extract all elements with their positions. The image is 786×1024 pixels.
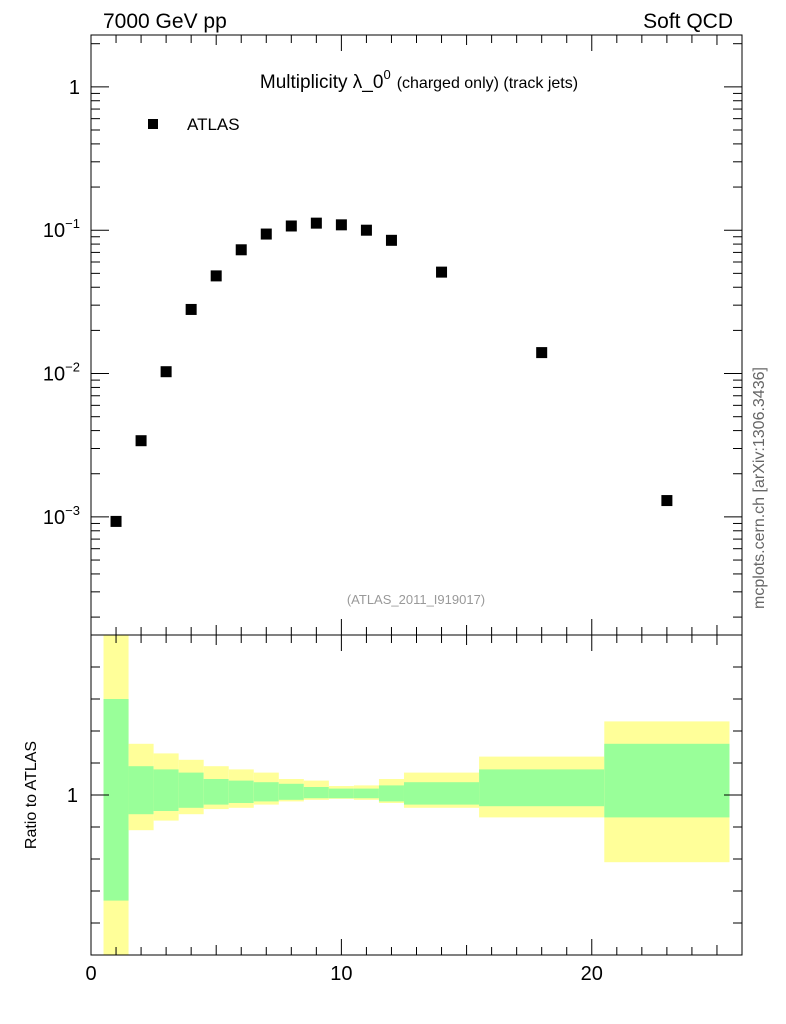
upper-y-tick-label: 1 [69, 77, 80, 99]
header-right-label: Soft QCD [643, 10, 733, 33]
inner-band-bin-13 [403, 782, 480, 805]
side-citation-label: mcplots.cern.ch [arXiv:1306.3436] [751, 367, 768, 609]
header-left-label: 7000 GeV pp [103, 10, 227, 33]
inner-band-bin-4 [178, 772, 204, 808]
ratio-bands [103, 635, 730, 955]
data-point-x6 [235, 244, 247, 256]
inner-band-bin-5 [203, 779, 229, 805]
legend-label-atlas: ATLAS [187, 115, 240, 134]
ratio-y-axis-label: Ratio to ATLAS [23, 741, 40, 849]
data-point-x10 [335, 219, 347, 231]
upper-y-tick-label: 10−3 [43, 503, 80, 529]
x-tick-label: 10 [330, 963, 352, 985]
tick-labels: 110−110−210−310 10 20 [43, 77, 603, 985]
data-point-x8 [285, 220, 297, 232]
chart-title-main: Multiplicity λ_0 [260, 72, 384, 93]
data-point-x9 [310, 217, 322, 229]
data-point-x2 [135, 435, 147, 447]
data-point-x11 [360, 224, 372, 236]
inner-band-bin-6 [228, 780, 254, 803]
data-point-x23 [661, 495, 673, 507]
reference-label: (ATLAS_2011_I919017) [347, 592, 485, 607]
chart-title-suffix: (charged only) (track jets) [397, 75, 578, 92]
legend-marker-atlas [148, 119, 158, 129]
data-point-x18 [536, 347, 548, 359]
chart-title: Multiplicity λ_00 (charged only) (track j… [260, 67, 578, 93]
data-point-x1 [110, 515, 122, 527]
upper-y-tick-label: 10−1 [43, 216, 80, 242]
inner-band-bin-8 [278, 783, 304, 800]
inner-band-bin-1 [103, 699, 129, 901]
x-tick-label: 20 [581, 963, 603, 985]
upper-y-tick-label: 10−2 [43, 360, 80, 386]
inner-band-bin-9 [303, 787, 329, 799]
x-tick-label: 0 [85, 963, 96, 985]
ratio-y-tick-label: 1 [67, 785, 78, 807]
ratio-panel-frame [90, 634, 743, 956]
inner-band-bin-10 [328, 788, 354, 799]
data-points [110, 217, 673, 527]
data-point-x12 [385, 234, 397, 246]
chart-title-superscript: 0 [383, 67, 390, 82]
data-point-x5 [210, 270, 222, 282]
inner-band-bin-7 [253, 782, 279, 802]
inner-band-bin-15 [604, 743, 730, 818]
data-point-x14 [436, 266, 448, 278]
data-point-x4 [185, 303, 197, 315]
inner-band-bin-2 [128, 766, 154, 815]
inner-band-bin-3 [153, 769, 179, 811]
inner-band-bin-14 [479, 769, 605, 807]
data-point-x7 [260, 228, 272, 240]
axis-ticks [90, 35, 742, 956]
data-point-x3 [160, 366, 172, 378]
inner-band-bin-12 [378, 785, 404, 802]
inner-band-bin-11 [353, 788, 379, 799]
